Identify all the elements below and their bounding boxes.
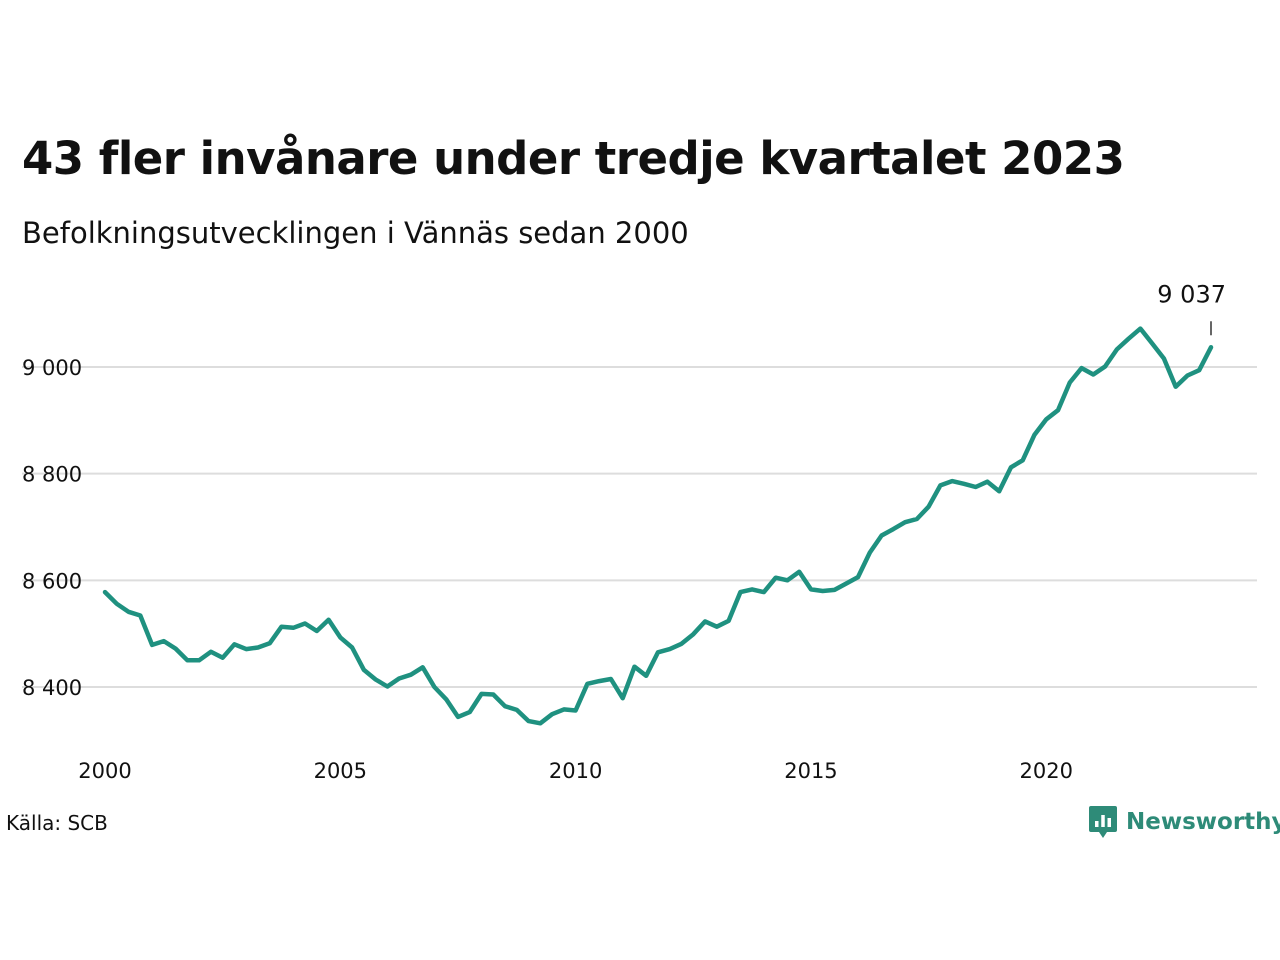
- x-axis-ticks: 2000 2005 2010 2015 2020: [78, 759, 1073, 783]
- chart-subtitle: Befolkningsutvecklingen i Vännäs sedan 2…: [22, 216, 689, 250]
- x-tick-label: 2015: [784, 759, 837, 783]
- population-series-line: [102, 326, 1214, 726]
- y-tick-label: 8 800: [22, 463, 82, 487]
- end-annotation: 9 037: [1157, 280, 1226, 336]
- chart-title: 43 fler invånare under tredje kvartalet …: [22, 132, 1125, 185]
- end-value-label: 9 037: [1157, 280, 1226, 308]
- x-tick-label: 2000: [78, 759, 131, 783]
- x-tick-label: 2010: [549, 759, 602, 783]
- brand-name: Newsworthy: [1126, 809, 1280, 835]
- source-note: Källa: SCB: [6, 811, 108, 835]
- gridlines: [22, 366, 1257, 688]
- series-layer: [102, 326, 1214, 726]
- y-axis-ticks: 8 400 8 600 8 800 9 000: [22, 356, 82, 700]
- y-tick-label: 8 400: [22, 676, 82, 700]
- y-tick-label: 8 600: [22, 569, 82, 593]
- brand-logo[interactable]: Newsworthy: [1088, 804, 1280, 840]
- y-tick-label: 9 000: [22, 356, 82, 380]
- x-tick-label: 2020: [1020, 759, 1073, 783]
- x-tick-label: 2005: [314, 759, 367, 783]
- newsworthy-logo-icon: [1089, 806, 1117, 838]
